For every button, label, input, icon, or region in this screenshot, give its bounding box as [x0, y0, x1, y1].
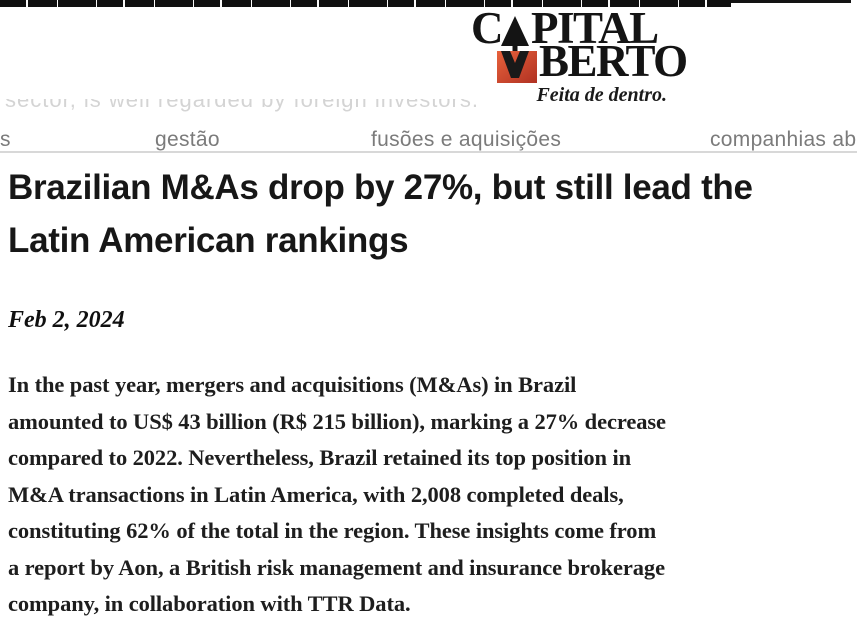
logo-aberto-rest: BERTO	[539, 36, 688, 86]
body-line: amounted to US$ 43 billion (R$ 215 billi…	[8, 408, 666, 434]
logo-capital-rest: PITAL	[531, 3, 659, 53]
nav-underline	[0, 151, 857, 153]
nav-item-left-clipped[interactable]: s	[0, 128, 11, 151]
nav-item-fusoes-e-aquisicoes[interactable]: fusões e aquisições	[371, 128, 562, 151]
article-title: Brazilian M&As drop by 27%, but still le…	[8, 161, 838, 267]
body-line: M&A transactions in Latin America, with …	[8, 481, 624, 507]
logo-a-square-icon	[497, 51, 537, 83]
clipped-text-strip-thin	[731, 0, 851, 3]
main-nav: s gestão fusões e aquisições companhias …	[0, 127, 857, 153]
article-body: In the past year, mergers and acquisitio…	[8, 367, 857, 623]
clipped-ghost-sentence: sector, is well regarded by foreign inve…	[5, 99, 479, 112]
body-line: a report by Aon, a British risk manageme…	[8, 554, 665, 580]
article-title-line1: Brazilian M&As drop by 27%, but still le…	[8, 168, 753, 207]
article-title-line2: Latin American rankings	[8, 221, 409, 260]
site-logo[interactable]: C PITAL BERTO Feita de dentro.	[471, 3, 688, 107]
article-date: Feb 2, 2024	[8, 307, 125, 333]
nav-item-companhias-abertas[interactable]: companhias abertas	[710, 128, 857, 151]
body-line: constituting 62% of the total in the reg…	[8, 518, 657, 543]
body-line: compared to 2022. Nevertheless, Brazil r…	[8, 445, 632, 470]
logo-tagline: Feita de dentro.	[536, 84, 667, 106]
clipped-text-strip	[0, 0, 731, 7]
body-line: In the past year, mergers and acquisitio…	[8, 372, 577, 397]
logo-capital-c: C	[471, 3, 504, 53]
nav-item-gestao[interactable]: gestão	[155, 128, 220, 151]
body-line: company, in collaboration with TTR Data.	[8, 591, 411, 616]
